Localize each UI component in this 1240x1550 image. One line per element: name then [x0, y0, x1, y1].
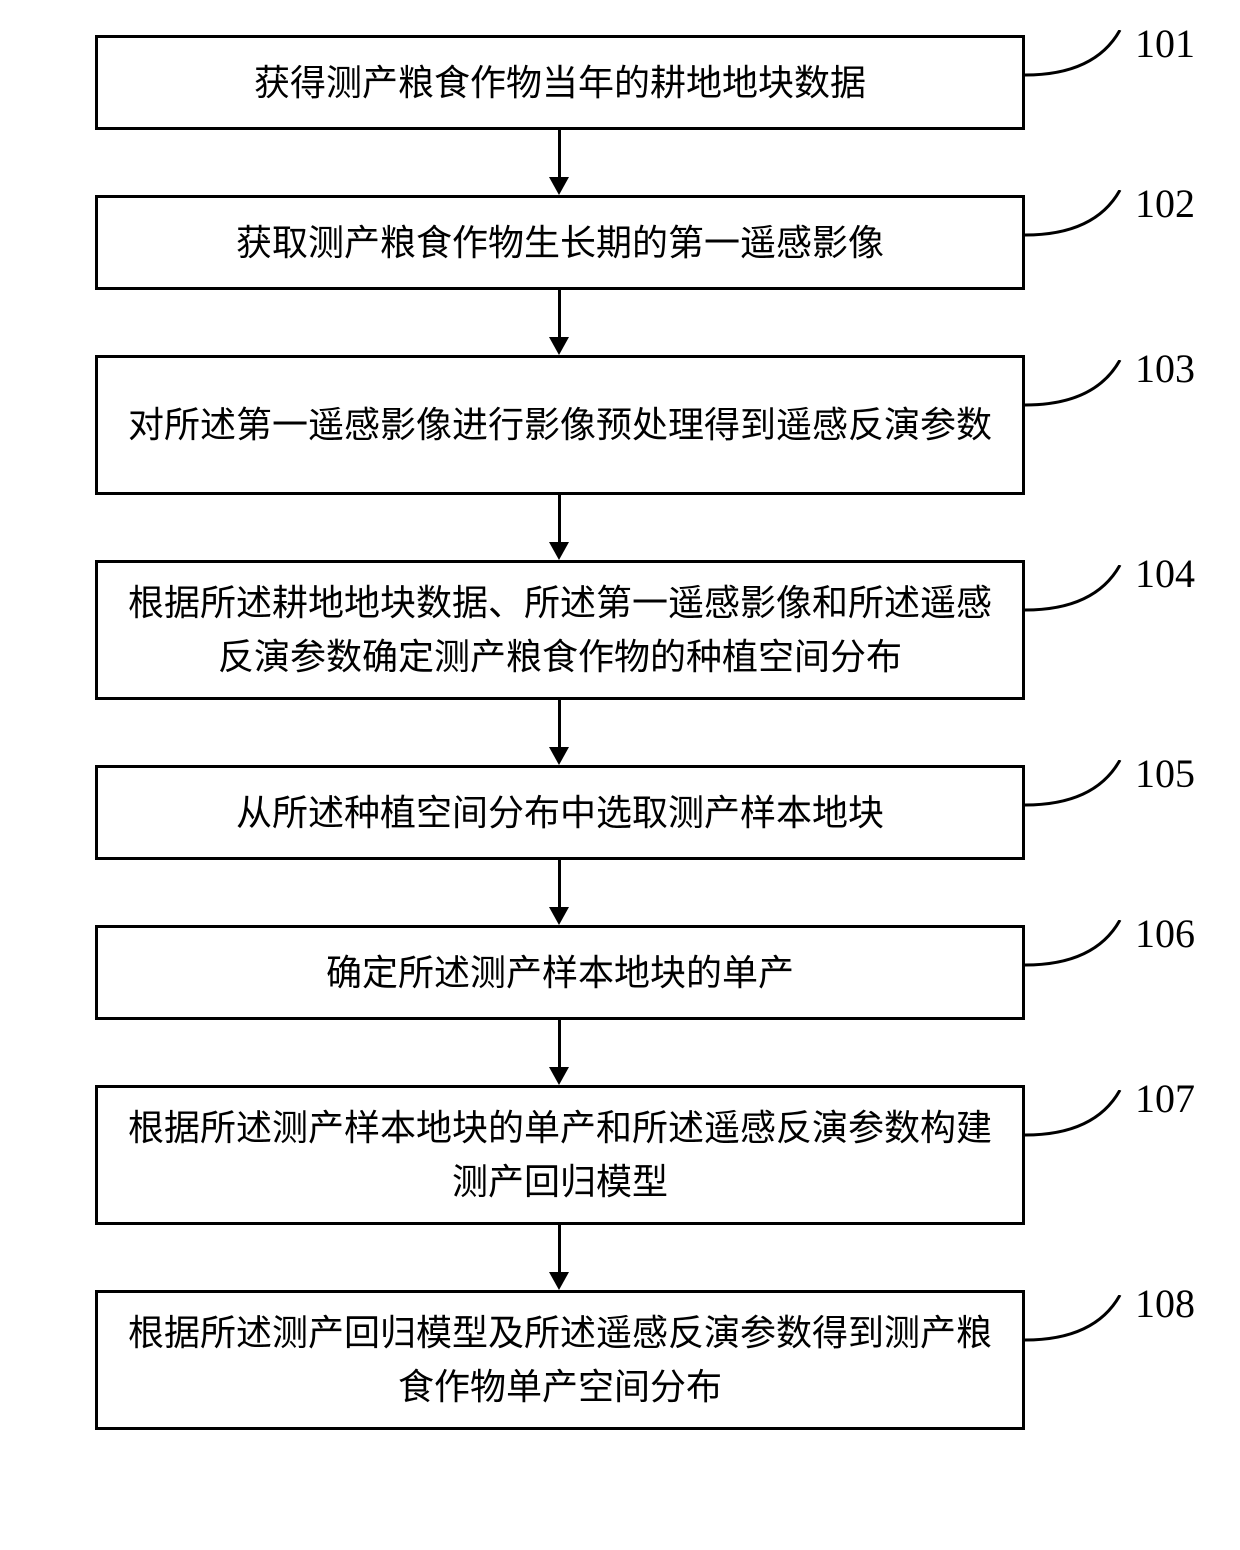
flowchart-canvas: 获得测产粮食作物当年的耕地地块数据 获取测产粮食作物生长期的第一遥感影像 对所述… [0, 0, 1240, 1550]
leader-104 [1025, 565, 1135, 625]
leader-105 [1025, 760, 1135, 820]
step-box-103: 对所述第一遥感影像进行影像预处理得到遥感反演参数 [95, 355, 1025, 495]
leader-103 [1025, 360, 1135, 420]
arrow-4 [558, 700, 561, 747]
arrow-head-1 [549, 177, 569, 195]
arrow-head-3 [549, 542, 569, 560]
step-box-107: 根据所述测产样本地块的单产和所述遥感反演参数构建测产回归模型 [95, 1085, 1025, 1225]
step-label-107: 107 [1135, 1075, 1195, 1122]
step-text-101: 获得测产粮食作物当年的耕地地块数据 [254, 56, 866, 110]
arrow-5 [558, 860, 561, 907]
step-label-102: 102 [1135, 180, 1195, 227]
step-text-106: 确定所述测产样本地块的单产 [326, 946, 794, 1000]
step-box-105: 从所述种植空间分布中选取测产样本地块 [95, 765, 1025, 860]
step-label-104: 104 [1135, 550, 1195, 597]
step-label-105: 105 [1135, 750, 1195, 797]
step-label-108: 108 [1135, 1280, 1195, 1327]
leader-106 [1025, 920, 1135, 980]
step-text-107: 根据所述测产样本地块的单产和所述遥感反演参数构建测产回归模型 [118, 1101, 1002, 1209]
step-label-106: 106 [1135, 910, 1195, 957]
step-box-106: 确定所述测产样本地块的单产 [95, 925, 1025, 1020]
arrow-6 [558, 1020, 561, 1067]
leader-102 [1025, 190, 1135, 250]
arrow-head-6 [549, 1067, 569, 1085]
step-box-102: 获取测产粮食作物生长期的第一遥感影像 [95, 195, 1025, 290]
arrow-7 [558, 1225, 561, 1272]
arrow-head-7 [549, 1272, 569, 1290]
leader-101 [1025, 30, 1135, 90]
arrow-3 [558, 495, 561, 542]
leader-108 [1025, 1295, 1135, 1355]
step-text-105: 从所述种植空间分布中选取测产样本地块 [236, 786, 884, 840]
arrow-1 [558, 130, 561, 177]
step-text-103: 对所述第一遥感影像进行影像预处理得到遥感反演参数 [128, 398, 992, 452]
step-text-102: 获取测产粮食作物生长期的第一遥感影像 [236, 216, 884, 270]
step-label-103: 103 [1135, 345, 1195, 392]
arrow-2 [558, 290, 561, 337]
arrow-head-4 [549, 747, 569, 765]
step-text-108: 根据所述测产回归模型及所述遥感反演参数得到测产粮食作物单产空间分布 [118, 1306, 1002, 1414]
step-box-101: 获得测产粮食作物当年的耕地地块数据 [95, 35, 1025, 130]
arrow-head-5 [549, 907, 569, 925]
leader-107 [1025, 1090, 1135, 1150]
step-text-104: 根据所述耕地地块数据、所述第一遥感影像和所述遥感反演参数确定测产粮食作物的种植空… [118, 576, 1002, 684]
step-box-108: 根据所述测产回归模型及所述遥感反演参数得到测产粮食作物单产空间分布 [95, 1290, 1025, 1430]
step-label-101: 101 [1135, 20, 1195, 67]
arrow-head-2 [549, 337, 569, 355]
step-box-104: 根据所述耕地地块数据、所述第一遥感影像和所述遥感反演参数确定测产粮食作物的种植空… [95, 560, 1025, 700]
